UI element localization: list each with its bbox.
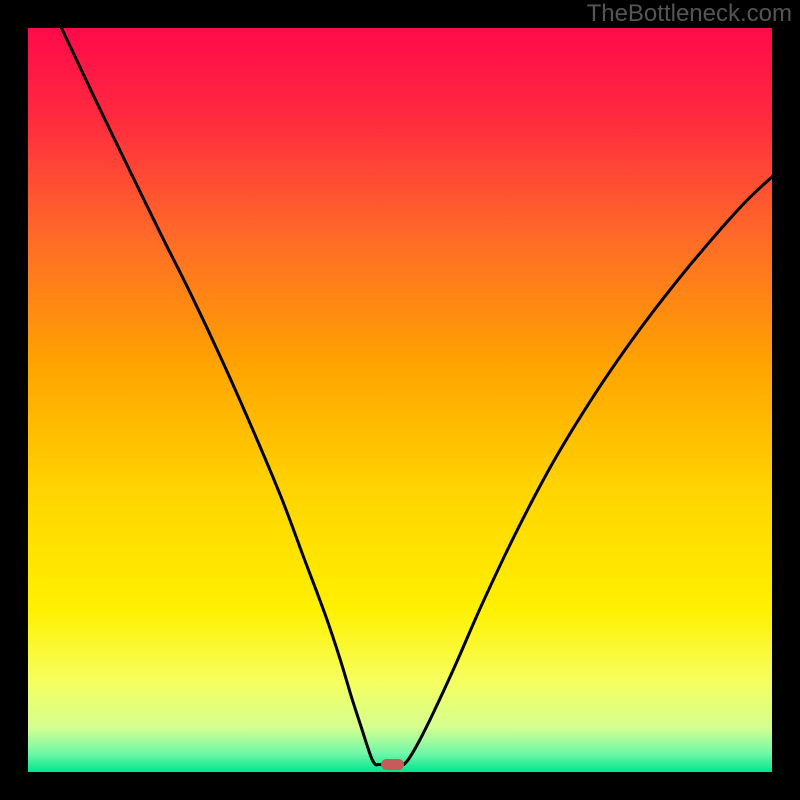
bottleneck-marker [381, 759, 405, 771]
gradient-background [28, 28, 772, 772]
watermark-text: TheBottleneck.com [587, 0, 792, 28]
chart-canvas: TheBottleneck.com [0, 0, 800, 800]
plot-area [28, 28, 772, 772]
series-right-curve [404, 177, 772, 765]
plot-svg [28, 28, 772, 772]
series-group [61, 28, 772, 765]
series-left-curve [61, 28, 377, 765]
